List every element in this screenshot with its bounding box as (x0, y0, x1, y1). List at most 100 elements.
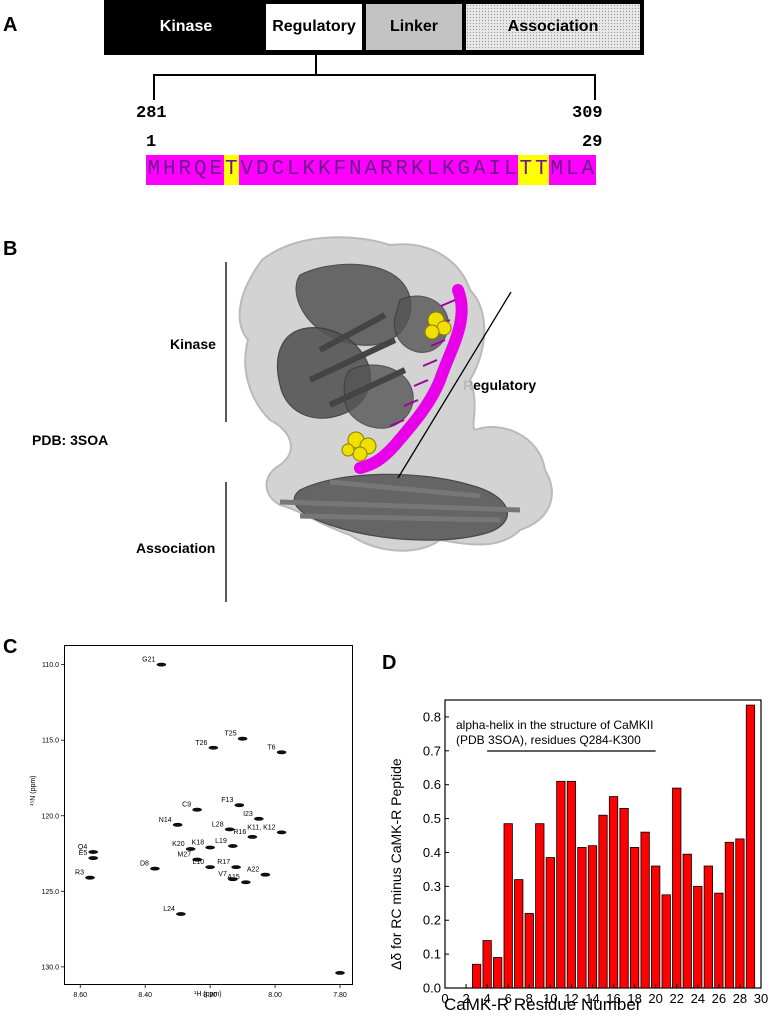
nmr-peak-label: R3 (75, 870, 84, 877)
nmr-peak-label: A15 (227, 874, 240, 881)
nmr-peak (156, 662, 167, 667)
bar-x-tick-label: 2 (462, 991, 469, 1006)
bar (471, 963, 482, 989)
peptide-end-label: 29 (582, 133, 603, 152)
bar-chart-x-label: CaMK-R Residue Number (444, 995, 642, 1014)
helix-annotation-line1: alpha-helix in the structure of CaMKII (456, 718, 654, 732)
nmr-peak-label: F13 (221, 797, 233, 804)
bar-x-tick-label: 24 (691, 991, 705, 1006)
bar-y-tick-label: 0.2 (423, 913, 441, 928)
bar-y-tick-label: 0.7 (423, 743, 441, 758)
bar (503, 823, 513, 989)
nmr-peak (228, 877, 238, 882)
nmr-y-tick-label: 115.0 (42, 738, 59, 745)
sequence-residue: A (580, 155, 596, 185)
bar-x-tick-label: 4 (484, 991, 491, 1006)
nmr-peak-label: G21 (142, 657, 155, 664)
bar-y-tick-label: 0.1 (423, 947, 441, 962)
bar (619, 808, 629, 989)
nmr-peak (231, 865, 241, 870)
bar-y-tick-label: 0.8 (423, 709, 441, 724)
nmr-x-tick-label: 8.20 (203, 992, 217, 999)
domain-linker: Linker (366, 4, 462, 50)
sequence-residue: Q (192, 155, 208, 185)
peptide-start-label: 1 (146, 133, 157, 152)
nmr-peak (260, 872, 271, 877)
bar (651, 865, 661, 989)
nmr-peak (205, 865, 215, 870)
nmr-peak-label: R16 (233, 829, 246, 836)
bar (714, 892, 724, 989)
nmr-y-tick-label: 125.0 (41, 889, 59, 896)
bar (493, 957, 503, 989)
nmr-peak-label: L10 (192, 859, 204, 866)
sequence-residue: M (549, 155, 565, 185)
bar-x-tick-label: 30 (754, 991, 768, 1006)
sequence-residue: L (564, 155, 580, 185)
panel-d-letter: D (382, 652, 397, 674)
regulatory-helix (354, 284, 468, 474)
bar (524, 913, 534, 989)
bar-y-tick-label: 0.3 (423, 879, 441, 894)
domain-regulatory: Regulatory (266, 4, 362, 50)
nmr-peak (192, 807, 202, 812)
sequence-residue: R (378, 155, 394, 185)
nmr-spectrum-frame (64, 645, 353, 985)
kinase-cartoon (276, 263, 449, 429)
nmr-peak-label: N14 (159, 817, 172, 824)
bar (566, 780, 577, 989)
protein-structure-figure (225, 236, 553, 602)
nmr-peak (150, 866, 160, 871)
sequence-residue: T (518, 155, 534, 185)
bar (535, 823, 545, 989)
domain-bar: Kinase Regulatory Linker Association (104, 0, 644, 55)
sequence-residue: H (161, 155, 177, 185)
nmr-peak-label: M27 (178, 852, 192, 859)
bar-x-tick-label: 16 (606, 991, 620, 1006)
nmr-peak (247, 835, 258, 839)
helix-annotation: alpha-helix in the structure of CaMKII (… (456, 718, 653, 748)
nmr-peak (276, 750, 287, 755)
sequence-residue: C (270, 155, 286, 185)
nmr-x-tick-label: 8.40 (138, 992, 152, 999)
sequence-residue: G (456, 155, 472, 185)
nmr-peak-label: L28 (212, 821, 224, 828)
bar (693, 885, 703, 989)
kinase-domain-label: Kinase (170, 336, 216, 352)
nmr-peak-label: K11, K12 (247, 824, 275, 831)
bar-x-tick-label: 0 (441, 991, 448, 1006)
nmr-peak-label: V7 (218, 871, 227, 878)
nmr-peak-label: A22 (247, 867, 260, 874)
nmr-x-tick-label: 8.00 (268, 992, 282, 999)
nmr-peak (85, 875, 95, 880)
nmr-peak (241, 880, 251, 885)
bar-x-tick-label: 26 (712, 991, 726, 1006)
nmr-x-axis-label: ¹H (ppm) (194, 991, 222, 998)
nmr-peak (224, 827, 235, 832)
bar (735, 838, 745, 989)
bar (745, 704, 756, 989)
nmr-peak (205, 845, 215, 850)
nmr-peak (254, 816, 264, 821)
sequence-residue: K (409, 155, 425, 185)
threonine-spheres (341, 311, 452, 462)
nmr-peak-label: T25 (225, 731, 237, 738)
bar (682, 853, 692, 989)
nmr-x-tick-label: 8.60 (73, 992, 87, 999)
bar-y-tick-label: 0.5 (423, 811, 441, 826)
residue-start-label: 281 (136, 104, 167, 123)
nmr-peak (234, 803, 245, 808)
sequence-residue: N (347, 155, 363, 185)
bar (587, 845, 598, 989)
nmr-peak (172, 822, 183, 827)
panel-a-letter: A (3, 14, 18, 36)
bar (629, 846, 640, 989)
helix-annotation-line2: (PDB 3SOA), residues Q284-K300 (456, 733, 641, 747)
sequence-residue: T (223, 155, 239, 185)
sequence-residue: K (440, 155, 456, 185)
nmr-y-tick-label: 120.0 (41, 813, 59, 820)
bar (545, 857, 555, 989)
nmr-peak-label: L19 (215, 838, 227, 845)
